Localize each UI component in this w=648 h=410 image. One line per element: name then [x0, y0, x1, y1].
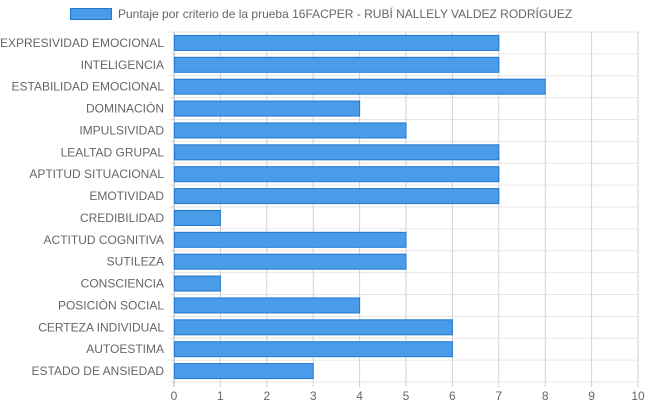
bar — [174, 34, 500, 51]
x-tick-label: 10 — [631, 389, 645, 403]
y-category-label: DOMINACIÓN — [86, 101, 164, 116]
y-category-label: INTELIGENCIA — [81, 58, 164, 72]
bar — [174, 363, 314, 380]
bar — [174, 78, 546, 95]
bar — [174, 122, 407, 139]
y-category-label: POSICIÓN SOCIAL — [58, 297, 164, 312]
bar — [174, 100, 361, 117]
y-category-label: EMOTIVIDAD — [89, 189, 164, 203]
y-category-label: SUTILEZA — [107, 255, 164, 269]
bar — [174, 275, 221, 292]
y-category-label: EXPRESIVIDAD EMOCIONAL — [0, 36, 164, 50]
y-category-label: ESTABILIDAD EMOCIONAL — [12, 80, 165, 94]
bar — [174, 209, 221, 226]
x-tick-label: 3 — [310, 389, 317, 403]
x-tick-label: 0 — [171, 389, 178, 403]
legend-swatch — [70, 8, 112, 20]
bar — [174, 253, 407, 270]
x-tick-label: 2 — [263, 389, 270, 403]
x-tick-label: 8 — [542, 389, 549, 403]
x-tick-label: 1 — [217, 389, 224, 403]
x-tick-label: 9 — [588, 389, 595, 403]
bar — [174, 56, 500, 73]
y-category-label: CERTEZA INDIVIDUAL — [38, 320, 164, 334]
y-category-label: AUTOESTIMA — [86, 342, 164, 356]
bar — [174, 188, 500, 205]
bar — [174, 144, 500, 161]
x-tick-label: 6 — [449, 389, 456, 403]
x-tick-label: 5 — [403, 389, 410, 403]
y-category-label: CONSCIENCIA — [81, 277, 164, 291]
x-tick-label: 7 — [495, 389, 502, 403]
y-category-label: ESTADO DE ANSIEDAD — [32, 364, 165, 378]
y-category-label: IMPULSIVIDAD — [79, 123, 164, 137]
chart-legend[interactable]: Puntaje por criterio de la prueba 16FACP… — [70, 7, 572, 21]
bar — [174, 319, 453, 336]
y-category-label: ACTITUD COGNITIVA — [44, 233, 164, 247]
y-category-label: LEALTAD GRUPAL — [61, 145, 165, 159]
legend-label: Puntaje por criterio de la prueba 16FACP… — [118, 7, 573, 21]
bar — [174, 341, 453, 358]
y-category-label: CREDIBILIDAD — [80, 211, 164, 225]
y-category-label: APTITUD SITUACIONAL — [29, 167, 164, 181]
x-tick-label: 4 — [356, 389, 363, 403]
bar — [174, 166, 500, 183]
bar — [174, 297, 361, 314]
bar — [174, 231, 407, 248]
